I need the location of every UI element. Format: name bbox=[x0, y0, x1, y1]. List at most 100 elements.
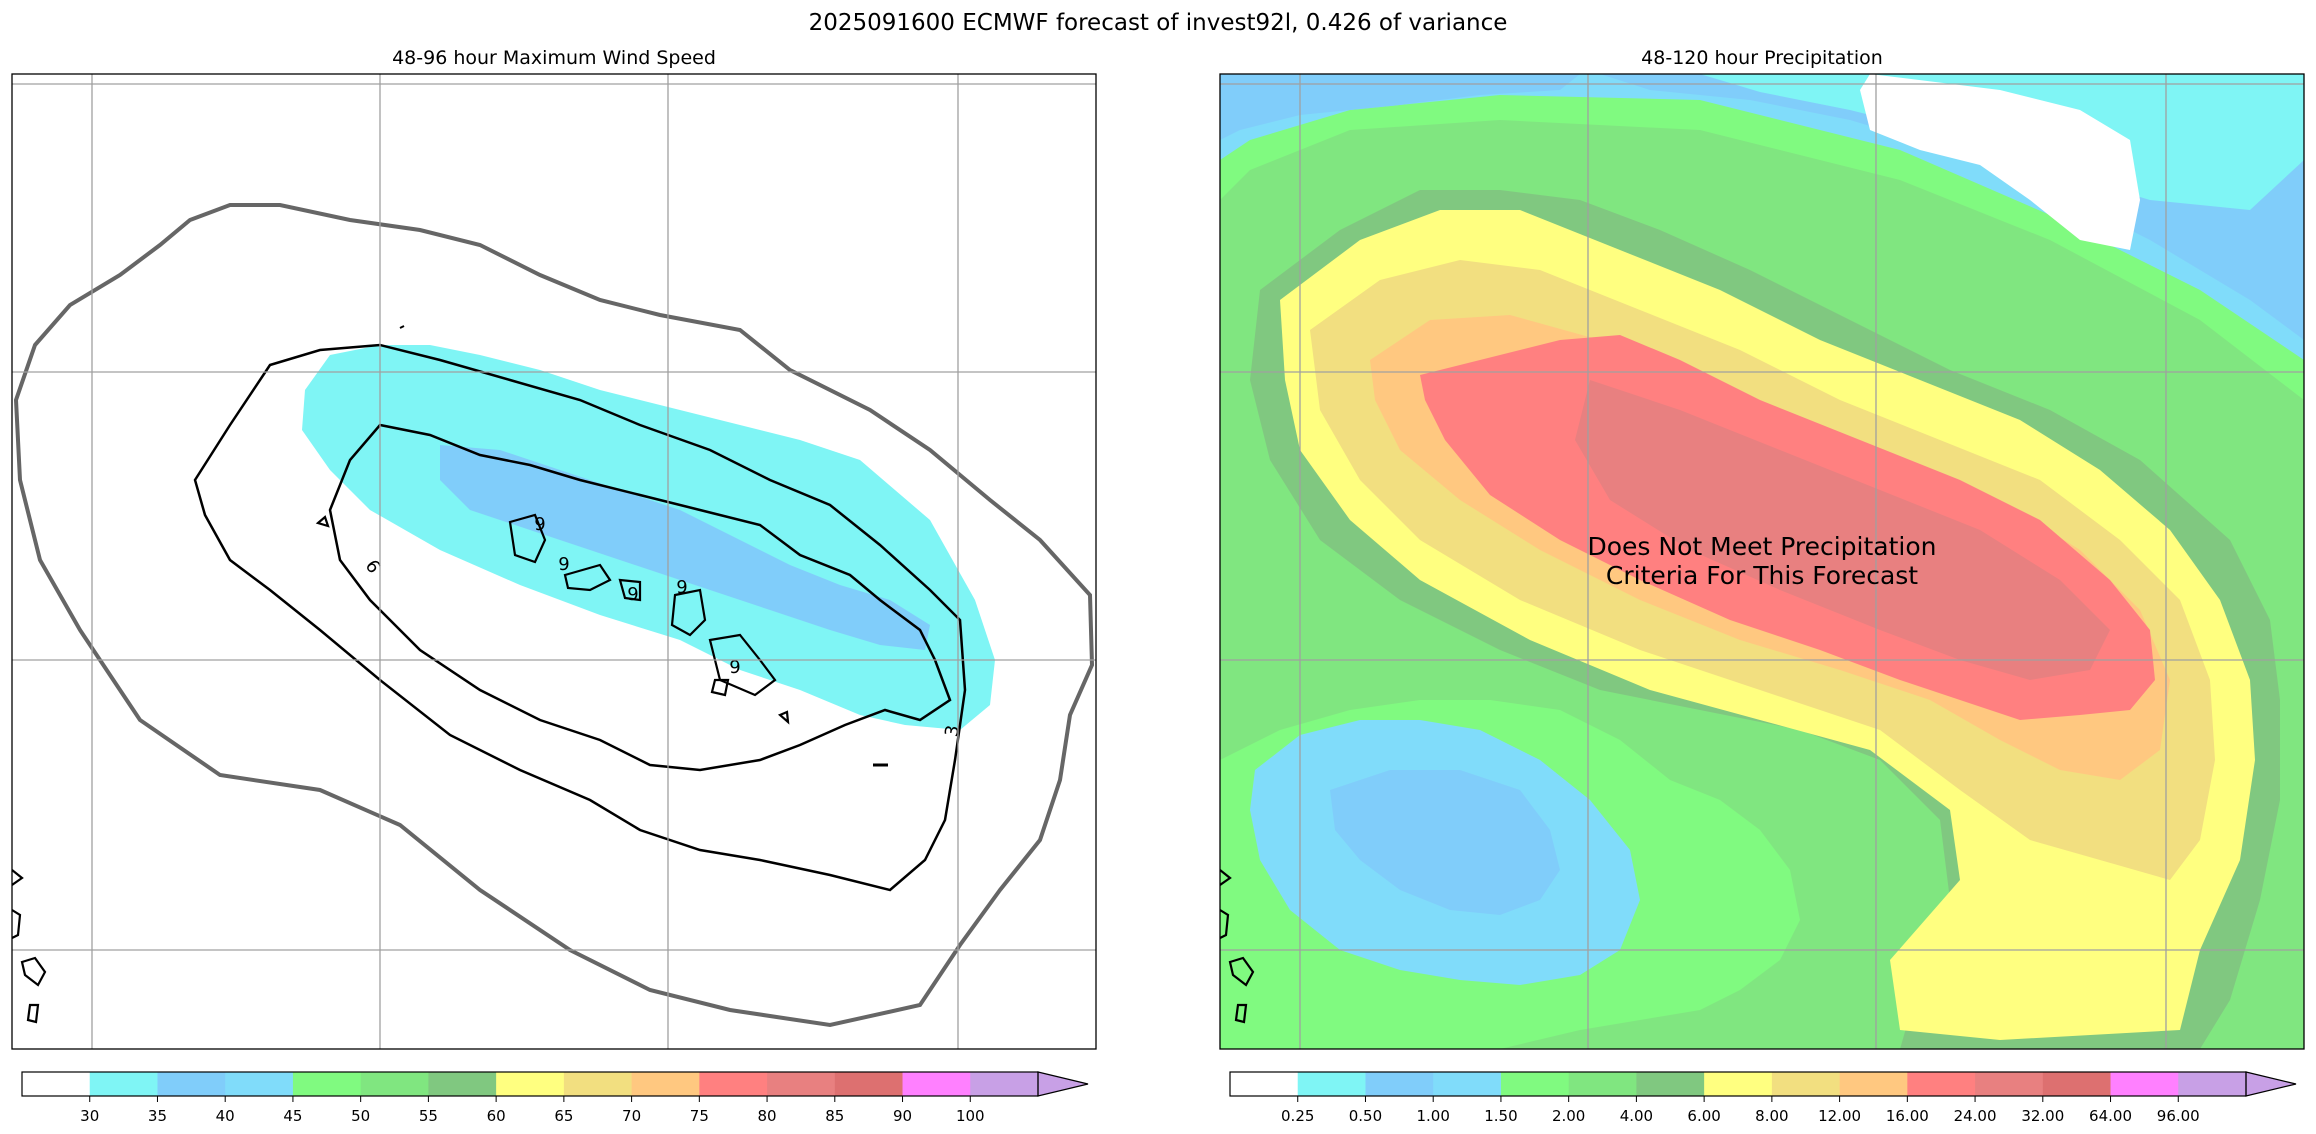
wind-colorbar-tick-label: 100 bbox=[956, 1107, 985, 1125]
wind-colorbar-swatch bbox=[902, 1072, 971, 1096]
wind-colorbar-tick-label: 50 bbox=[351, 1107, 370, 1125]
precip-panel: 48-120 hour Precipitation bbox=[1219, 47, 2305, 1050]
precip-colorbar-tick-label: 2.00 bbox=[1552, 1107, 1585, 1125]
precip-colorbar-swatch bbox=[2178, 1072, 2247, 1096]
precip-colorbar-tick-label: 4.00 bbox=[1620, 1107, 1653, 1125]
wind-colorbar-swatch bbox=[631, 1072, 700, 1096]
wind-colorbar: 30 35 40 45 50 55 60 65 70 75 80 85 90 100 bbox=[21, 1071, 1089, 1125]
wind-contour-9-a bbox=[508, 513, 547, 564]
wind-contour-label: 9 bbox=[558, 554, 569, 575]
precip-shade-24.00-32.00 bbox=[1575, 380, 2110, 680]
precip-colorbar-swatch bbox=[1771, 1072, 1841, 1096]
wind-map-frame bbox=[11, 73, 1097, 1050]
wind-contour-9-c bbox=[618, 578, 642, 602]
wind-colorbar-swatch bbox=[496, 1072, 565, 1096]
wind-colorbar-tick-label: 90 bbox=[893, 1107, 912, 1125]
precip-colorbar-swatch bbox=[1433, 1072, 1502, 1096]
precip-colorbar-swatch bbox=[1975, 1072, 2044, 1096]
precip-colorbar-tick-label: 0.50 bbox=[1349, 1107, 1382, 1125]
wind-colorbar-swatch bbox=[767, 1072, 836, 1096]
wind-contour-speck-d bbox=[399, 325, 405, 329]
wind-colorbar-tick-label: 60 bbox=[487, 1107, 506, 1125]
wind-colorbar-swatch bbox=[699, 1072, 768, 1096]
wind-colorbar-swatch bbox=[970, 1072, 1039, 1096]
wind-colorbar-tick-label: 55 bbox=[419, 1107, 438, 1125]
wind-colorbar-swatch bbox=[563, 1072, 633, 1096]
wind-colorbar-tick-label: 35 bbox=[148, 1107, 167, 1125]
wind-contour-9-d bbox=[670, 588, 707, 637]
precip-field: Does Not Meet Precipitation Criteria For … bbox=[1220, 74, 2304, 1049]
wind-colorbar-tick-label: 75 bbox=[690, 1107, 709, 1125]
wind-coast-b bbox=[26, 1003, 40, 1024]
figure-title: 2025091600 ECMWF forecast of invest92l, … bbox=[809, 10, 1508, 36]
precip-colorbar-swatch bbox=[1704, 1072, 1773, 1096]
precip-colorbar-tick-label: 24.00 bbox=[1954, 1107, 1997, 1125]
precip-colorbar-tick-label: 12.00 bbox=[1818, 1107, 1861, 1125]
wind-colorbar-extend-arrow bbox=[1037, 1071, 1089, 1097]
wind-colorbar-frame bbox=[21, 1071, 1039, 1097]
wind-colorbar-swatch bbox=[428, 1072, 497, 1096]
wind-colorbar-swatch bbox=[157, 1072, 226, 1096]
wind-colorbar-tick-label: 30 bbox=[80, 1107, 99, 1125]
precip-colorbar-tick-label: 16.00 bbox=[1886, 1107, 1929, 1125]
wind-colorbar-swatch bbox=[89, 1072, 158, 1096]
wind-gridlines bbox=[12, 74, 1096, 1049]
wind-contour-9-f bbox=[710, 678, 730, 697]
precip-shade-0.50-1.00-north bbox=[1220, 74, 1580, 140]
wind-colorbar-tick-label: 45 bbox=[283, 1107, 302, 1125]
wind-colorbar-tick-label: 40 bbox=[216, 1107, 235, 1125]
precip-colorbar-swatch bbox=[1907, 1072, 1976, 1096]
wind-contour-label: 9 bbox=[627, 584, 638, 605]
precip-colorbar-tick-label: 1.50 bbox=[1484, 1107, 1517, 1125]
precip-colorbar-swatch bbox=[1297, 1072, 1366, 1096]
precip-map-frame bbox=[1219, 73, 2305, 1050]
wind-coast-c bbox=[12, 909, 22, 939]
wind-colorbar-swatch bbox=[22, 1072, 91, 1096]
precip-colorbar-tick-label: 32.00 bbox=[2021, 1107, 2064, 1125]
precip-colorbar-swatch bbox=[1230, 1072, 1299, 1096]
wind-contour-inner bbox=[328, 423, 952, 772]
wind-colorbar-tick-label: 70 bbox=[622, 1107, 641, 1125]
precip-coast-c bbox=[1220, 909, 1230, 939]
wind-contour-mid bbox=[193, 343, 967, 892]
wind-colorbar-swatch bbox=[360, 1072, 429, 1096]
precip-colorbar-swatch bbox=[1839, 1072, 1908, 1096]
precip-colorbar-extend-arrow bbox=[2245, 1071, 2297, 1097]
precip-colorbar-tick-label: 96.00 bbox=[2157, 1107, 2200, 1125]
precip-colorbar: 0.25 0.50 1.00 1.50 2.00 4.00 6.00 8.00 12.00 16.… bbox=[1229, 1071, 2297, 1125]
wind-colorbar-swatch bbox=[834, 1072, 904, 1096]
wind-coast-d bbox=[12, 869, 24, 886]
wind-colorbar-swatch bbox=[225, 1072, 294, 1096]
precip-colorbar-tick-label: 8.00 bbox=[1755, 1107, 1788, 1125]
precip-colorbar-tick-label: 1.00 bbox=[1416, 1107, 1449, 1125]
wind-colorbar-swatch bbox=[292, 1072, 362, 1096]
wind-contour-label: 9 bbox=[729, 657, 740, 678]
wind-panel-title: 48-96 hour Maximum Wind Speed bbox=[392, 47, 716, 69]
precip-coast-b bbox=[1234, 1003, 1248, 1024]
precip-colorbar-swatch bbox=[1500, 1072, 1570, 1096]
precip-colorbar-tick-label: 0.25 bbox=[1281, 1107, 1314, 1125]
wind-contour-speck-b bbox=[777, 710, 790, 725]
wind-contour-label: 9 bbox=[534, 514, 545, 535]
wind-shade-35-40 bbox=[440, 445, 930, 650]
precip-colorbar-swatch bbox=[2042, 1072, 2112, 1096]
precip-criteria-annotation: Does Not Meet Precipitation Criteria For … bbox=[1588, 532, 1937, 590]
precip-panel-title: 48-120 hour Precipitation bbox=[1641, 47, 1883, 69]
precip-shade-0.50-1.00-south bbox=[1330, 770, 1560, 915]
precip-coast-d bbox=[1220, 869, 1232, 886]
wind-contour-label: 9 bbox=[676, 577, 687, 598]
precip-colorbar-swatch bbox=[1568, 1072, 1637, 1096]
wind-colorbar-tick-label: 65 bbox=[554, 1107, 573, 1125]
precip-colorbar-tick-label: 64.00 bbox=[2089, 1107, 2132, 1125]
wind-contour-9-b bbox=[563, 563, 612, 592]
precip-colorbar-tick-label: 6.00 bbox=[1687, 1107, 1720, 1125]
precip-colorbar-swatch bbox=[2110, 1072, 2179, 1096]
precip-no-data-north bbox=[1860, 74, 2140, 250]
precip-coast-a bbox=[1228, 956, 1255, 987]
wind-contour-outer bbox=[13, 203, 1095, 1028]
precip-colorbar-swatch bbox=[1365, 1072, 1434, 1096]
precip-colorbar-frame bbox=[1229, 1071, 2247, 1097]
precip-gridlines bbox=[1220, 74, 2304, 1049]
